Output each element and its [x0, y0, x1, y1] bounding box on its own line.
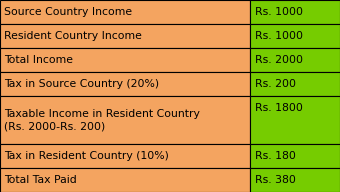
Text: Rs. 200: Rs. 200 — [255, 79, 296, 89]
Bar — [250, 24, 340, 48]
Bar — [0, 96, 250, 144]
Text: Rs. 1000: Rs. 1000 — [255, 7, 303, 17]
Text: Tax in Source Country (20%): Tax in Source Country (20%) — [4, 79, 159, 89]
Bar — [0, 72, 250, 96]
Text: Total Tax Paid: Total Tax Paid — [4, 175, 77, 185]
Text: Source Country Income: Source Country Income — [4, 7, 132, 17]
Text: Rs. 1800: Rs. 1800 — [255, 103, 303, 113]
Text: Tax in Resident Country (10%): Tax in Resident Country (10%) — [4, 151, 169, 161]
Bar — [0, 24, 250, 48]
Bar — [0, 144, 250, 168]
Text: Taxable Income in Resident Country
(Rs. 2000-Rs. 200): Taxable Income in Resident Country (Rs. … — [4, 109, 200, 131]
Text: Resident Country Income: Resident Country Income — [4, 31, 142, 41]
Text: Rs. 2000: Rs. 2000 — [255, 55, 303, 65]
Bar — [250, 0, 340, 24]
Bar — [0, 0, 250, 24]
Bar — [250, 72, 340, 96]
Bar — [0, 168, 250, 192]
Bar — [250, 168, 340, 192]
Text: Rs. 1000: Rs. 1000 — [255, 31, 303, 41]
Bar — [250, 144, 340, 168]
Text: Rs. 380: Rs. 380 — [255, 175, 296, 185]
Bar — [250, 96, 340, 144]
Bar — [250, 48, 340, 72]
Bar — [0, 48, 250, 72]
Text: Rs. 180: Rs. 180 — [255, 151, 296, 161]
Text: Total Income: Total Income — [4, 55, 73, 65]
